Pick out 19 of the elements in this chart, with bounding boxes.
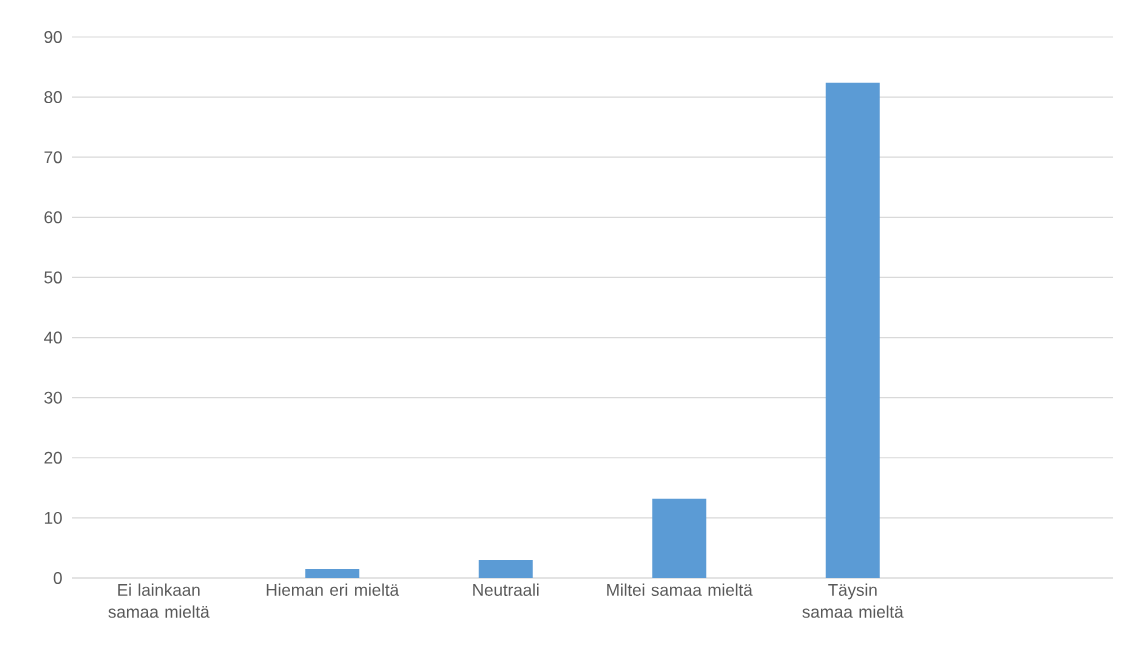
y-tick-label: 40 bbox=[44, 331, 62, 344]
x-tick-label: Miltei samaa mieltä bbox=[607, 583, 753, 596]
y-tick-label: 0 bbox=[53, 571, 62, 584]
bar bbox=[825, 82, 880, 578]
y-tick-label: 90 bbox=[44, 30, 62, 43]
x-tick-label: Neutraali bbox=[473, 583, 539, 596]
y-tick-label: 80 bbox=[44, 91, 62, 104]
y-tick-label: 30 bbox=[44, 391, 62, 404]
x-tick-label: Ei lainkaan samaa mieltä bbox=[108, 583, 210, 618]
y-tick-label: 70 bbox=[44, 151, 62, 164]
bar bbox=[478, 559, 533, 578]
bar bbox=[652, 498, 707, 578]
y-tick-label: 10 bbox=[44, 511, 62, 524]
y-tick-label: 50 bbox=[44, 271, 62, 284]
x-tick-label: Täysin samaa mieltä bbox=[802, 583, 904, 618]
y-tick-label: 60 bbox=[44, 211, 62, 224]
x-tick-label: Hieman eri mieltä bbox=[266, 583, 400, 596]
bar bbox=[305, 568, 360, 578]
y-tick-label: 20 bbox=[44, 451, 62, 464]
